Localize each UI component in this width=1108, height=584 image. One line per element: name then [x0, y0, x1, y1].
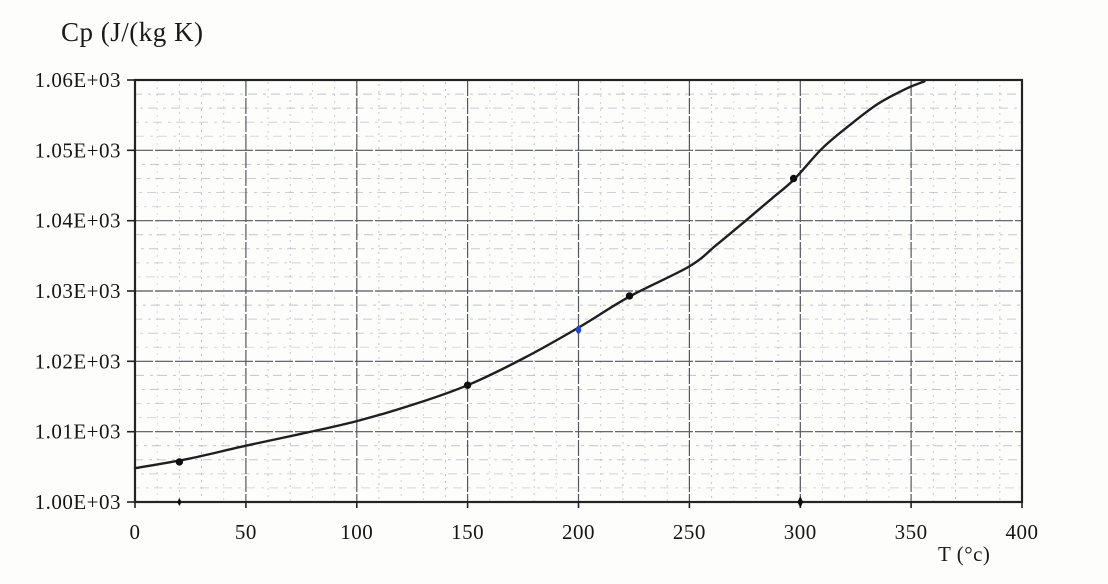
y-tick-label: 1.05E+03	[35, 138, 121, 162]
y-tick-label: 1.02E+03	[35, 349, 121, 373]
x-tick-label: 200	[562, 520, 595, 544]
axis-diamond-marker	[177, 498, 182, 506]
y-tick-label: 1.03E+03	[35, 279, 121, 303]
major-grid	[135, 80, 1022, 502]
x-tick-label: 350	[895, 520, 928, 544]
data-point-marker	[625, 292, 634, 300]
x-tick-label: 100	[340, 520, 373, 544]
axis-diamond-marker	[797, 496, 804, 508]
highlighted-data-point	[575, 325, 582, 334]
data-point-marker	[175, 458, 184, 466]
data-point-marker	[463, 381, 472, 389]
axis-ticks	[127, 79, 1023, 508]
y-tick-label: 1.04E+03	[35, 209, 121, 233]
x-axis-title: T (°c)	[938, 542, 991, 566]
x-tick-label: 250	[673, 520, 706, 544]
y-tick-label: 1.01E+03	[35, 420, 121, 444]
chart-title: Cp (J/(kg K)	[61, 17, 204, 47]
data-point-marker	[789, 174, 798, 183]
y-tick-label: 1.06E+03	[35, 68, 121, 92]
x-tick-label: 300	[784, 520, 817, 544]
x-tick-label: 0	[130, 520, 141, 544]
x-tick-label: 50	[235, 520, 257, 544]
y-tick-label: 1.00E+03	[35, 490, 121, 514]
data-curve	[133, 80, 926, 470]
x-tick-label: 150	[451, 520, 484, 544]
x-tick-label: 400	[1006, 520, 1039, 544]
